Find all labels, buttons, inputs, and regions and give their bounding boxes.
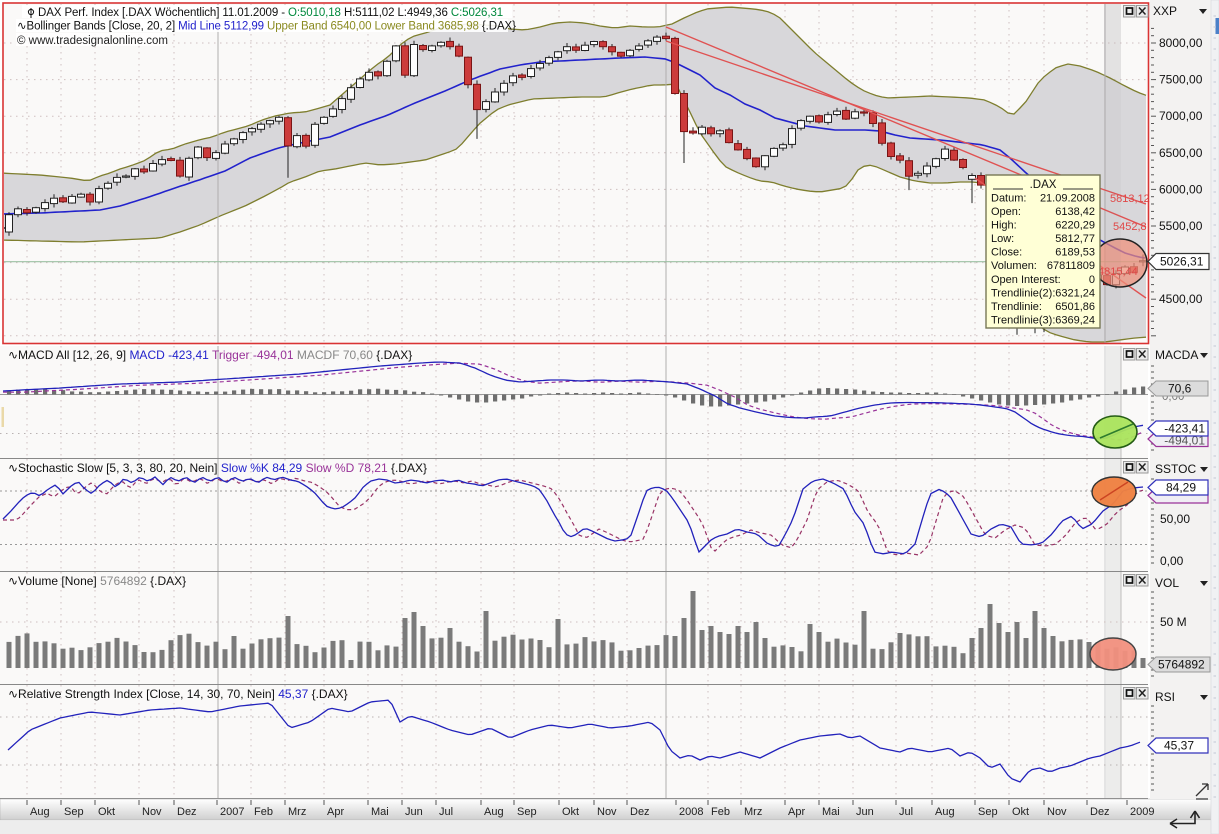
svg-text:6138,42: 6138,42 [1055, 206, 1095, 218]
svg-text:Aug: Aug [935, 806, 955, 818]
svg-text:6500,00: 6500,00 [1159, 146, 1203, 160]
svg-text:Dez: Dez [630, 806, 650, 818]
svg-text:8000,00: 8000,00 [1159, 36, 1203, 50]
svg-text:∿Bollinger Bands [Close, 20, 2: ∿Bollinger Bands [Close, 20, 2] Mid Line… [17, 21, 516, 33]
svg-text:∿Volume [None] 5764892 {.DAX}: ∿Volume [None] 5764892 {.DAX} [8, 574, 186, 588]
svg-text:High:: High: [991, 220, 1017, 232]
svg-text:© www.tradesignalonline.com: © www.tradesignalonline.com [17, 35, 168, 47]
svg-text:5764892: 5764892 [1158, 658, 1205, 672]
svg-text:Okt: Okt [562, 806, 579, 818]
svg-text:Low:: Low: [991, 233, 1014, 245]
svg-text:Apr: Apr [327, 806, 344, 818]
svg-text:Mrz: Mrz [744, 806, 762, 818]
svg-text:7000,00: 7000,00 [1159, 109, 1203, 123]
svg-text:SSTOC: SSTOC [1155, 462, 1196, 476]
svg-text:Open Interest:: Open Interest: [991, 274, 1061, 286]
svg-text:DAX Perf. Index [.DAX Wöchent: DAX Perf. Index [.DAX Wöchentlich] 11.01… [38, 7, 503, 19]
svg-text:5500,00: 5500,00 [1159, 219, 1203, 233]
svg-text:5026,31: 5026,31 [1160, 255, 1204, 269]
svg-text:Aug: Aug [30, 806, 50, 818]
svg-text:50,00: 50,00 [1160, 512, 1190, 526]
svg-text:2009: 2009 [1130, 806, 1154, 818]
svg-text:67811809: 67811809 [1047, 260, 1095, 272]
svg-text:21.09.2008: 21.09.2008 [1040, 193, 1095, 205]
svg-text:MACDA: MACDA [1155, 348, 1198, 362]
svg-text:Jul: Jul [899, 806, 913, 818]
svg-text:Open:: Open: [991, 206, 1021, 218]
svg-text:Feb: Feb [254, 806, 273, 818]
svg-text:Feb: Feb [711, 806, 730, 818]
svg-text:Volumen:: Volumen: [991, 260, 1037, 272]
svg-text:6220,29: 6220,29 [1055, 220, 1095, 232]
svg-text:∿Stochastic Slow [5, 3, 3, 80,: ∿Stochastic Slow [5, 3, 3, 80, 20, Nein]… [8, 461, 427, 475]
svg-text:-423,41: -423,41 [1164, 422, 1205, 436]
svg-text:5452,8: 5452,8 [1113, 221, 1147, 233]
svg-text:.DAX: .DAX [1030, 179, 1057, 191]
svg-text:Trendlinie(2):: Trendlinie(2): [991, 287, 1055, 299]
svg-text:Sep: Sep [64, 806, 84, 818]
svg-text:84,29: 84,29 [1166, 481, 1196, 495]
svg-text:Trendlinie(3):: Trendlinie(3): [991, 314, 1055, 326]
svg-text:2007: 2007 [220, 806, 244, 818]
svg-text:5813,12: 5813,12 [1110, 193, 1150, 205]
svg-text:6369,24: 6369,24 [1055, 314, 1095, 326]
svg-text:4500,00: 4500,00 [1159, 292, 1203, 306]
svg-text:RSI: RSI [1155, 690, 1175, 704]
svg-text:70,6: 70,6 [1168, 382, 1192, 396]
svg-text:Mrz: Mrz [288, 806, 306, 818]
svg-text:Close:: Close: [991, 247, 1022, 259]
svg-text:Dez: Dez [177, 806, 197, 818]
svg-text:4815,44: 4815,44 [1098, 266, 1138, 278]
svg-text:-494,01: -494,01 [1164, 434, 1205, 448]
svg-text:0: 0 [1089, 274, 1095, 286]
svg-text:Jun: Jun [856, 806, 874, 818]
svg-text:Okt: Okt [98, 806, 115, 818]
svg-text:5812,77: 5812,77 [1055, 233, 1095, 245]
svg-text:Nov: Nov [1047, 806, 1067, 818]
svg-text:6000,00: 6000,00 [1159, 182, 1203, 196]
svg-text:2008: 2008 [679, 806, 703, 818]
svg-text:7500,00: 7500,00 [1159, 73, 1203, 87]
svg-text:Mai: Mai [371, 806, 389, 818]
svg-text:VOL: VOL [1155, 576, 1179, 590]
svg-text:Jun: Jun [405, 806, 423, 818]
svg-text:Mai: Mai [822, 806, 840, 818]
svg-text:0,00: 0,00 [1160, 554, 1184, 568]
svg-text:Nov: Nov [597, 806, 617, 818]
svg-text:Jul: Jul [439, 806, 453, 818]
svg-text:XXP: XXP [1153, 4, 1177, 18]
svg-text:Okt: Okt [1012, 806, 1029, 818]
svg-text:∿Relative Strength Index [Clos: ∿Relative Strength Index [Close, 14, 30,… [8, 687, 348, 701]
svg-text:Datum:: Datum: [991, 193, 1026, 205]
svg-text:6321,24: 6321,24 [1055, 287, 1095, 299]
svg-text:6501,86: 6501,86 [1055, 301, 1095, 313]
svg-text:Apr: Apr [788, 806, 805, 818]
svg-text:Trendlinie:: Trendlinie: [991, 301, 1042, 313]
svg-text:Dez: Dez [1090, 806, 1110, 818]
svg-text:Sep: Sep [517, 806, 537, 818]
svg-text:∿MACD All [12, 26, 9] MACD -42: ∿MACD All [12, 26, 9] MACD -423,41 Trigg… [8, 348, 412, 362]
svg-text:Nov: Nov [142, 806, 162, 818]
svg-text:Sep: Sep [978, 806, 998, 818]
svg-text:50 M: 50 M [1160, 615, 1187, 629]
svg-text:45,37: 45,37 [1164, 739, 1194, 753]
svg-text:6189,53: 6189,53 [1055, 247, 1095, 259]
svg-text:Aug: Aug [484, 806, 504, 818]
